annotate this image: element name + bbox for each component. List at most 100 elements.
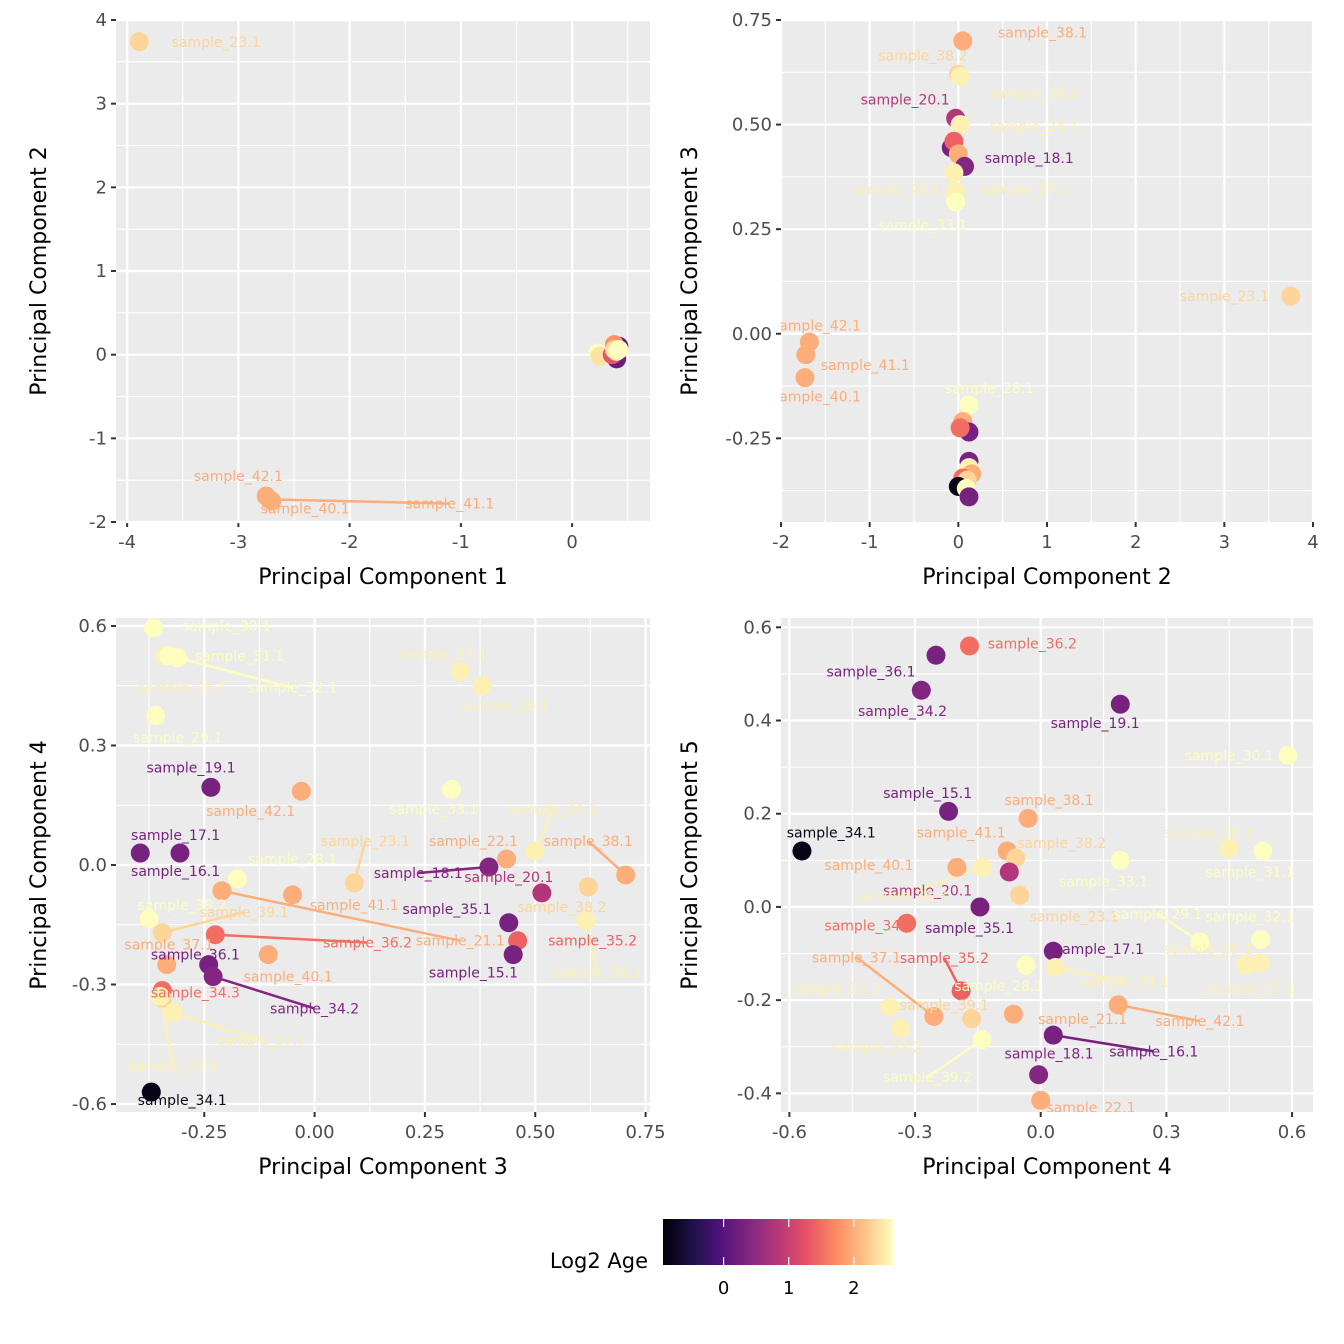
point-label: sample_37.3	[129, 1059, 218, 1075]
point-label: sample_20.1	[883, 884, 972, 900]
data-point	[939, 801, 959, 821]
point-label: sample_28.1	[248, 852, 337, 868]
x-tick-label: -3	[229, 532, 247, 553]
point-label: sample_22.1	[1046, 1100, 1135, 1116]
colorbar-legend: Log2 Age 0 1 2	[550, 1219, 893, 1299]
data-point	[1003, 1004, 1023, 1024]
data-point	[1010, 885, 1030, 905]
data-point	[1029, 1065, 1049, 1085]
point-label: sample_40.1	[772, 390, 861, 406]
point-label: sample_38.3	[553, 966, 642, 982]
label-connector	[902, 866, 983, 897]
y-axis-title: Principal Component 3	[678, 146, 703, 395]
data-point	[150, 986, 170, 1006]
point-label: sample_18.1	[1005, 1047, 1094, 1063]
point-label: sample_34.3	[824, 919, 913, 935]
data-point	[576, 911, 596, 931]
data-point	[1253, 841, 1273, 861]
colorbar-tick-label: 1	[783, 1278, 794, 1299]
x-tick-label: -1	[861, 532, 879, 553]
panel-pc4-pc5: -0.6 -0.3 0.0 0.3 0.6 -0.4 -0.2 0.0 0.2 0.4 0.6 Pri…	[678, 617, 1313, 1180]
data-point	[258, 945, 278, 965]
point-label: sample_42.1	[206, 804, 295, 820]
y-tick-label: 0.50	[732, 115, 772, 136]
data-point	[959, 395, 979, 415]
y-tick-label: 0.00	[732, 324, 772, 345]
y-tick-label: 0.0	[743, 897, 772, 918]
data-point	[1251, 930, 1271, 950]
label-connector	[1055, 966, 1125, 983]
point-label: sample_37.2	[833, 1040, 922, 1056]
y-tick-label: 0.6	[78, 616, 107, 637]
data-point	[999, 862, 1019, 882]
point-label: sample_38.2	[1017, 836, 1106, 852]
point-label: sample_15.1	[429, 966, 518, 982]
point-label: sample_30.1	[1185, 748, 1274, 764]
x-tick-label: 1	[1041, 532, 1052, 553]
point-label: sample_32.1	[248, 681, 337, 697]
data-point	[1043, 941, 1063, 961]
y-tick-label: -0.4	[737, 1083, 772, 1104]
point-label: sample_40.1	[244, 970, 333, 986]
data-point	[1219, 839, 1239, 859]
data-point	[1031, 1090, 1051, 1110]
y-tick-label: 0.75	[732, 10, 772, 31]
data-point	[1251, 953, 1271, 973]
point-label: sample_23.1	[1180, 289, 1269, 305]
point-label: sample_27.1	[398, 647, 487, 663]
point-label: sample_36.2	[988, 637, 1077, 653]
y-tick-label: -2	[89, 512, 107, 533]
data-point	[146, 706, 166, 726]
point-label: sample_34.2	[858, 704, 947, 720]
y-tick-label: 3	[96, 94, 107, 115]
y-tick-label: -1	[89, 428, 107, 449]
data-point	[168, 648, 188, 668]
point-label: sample_36.1	[151, 948, 240, 964]
point-label: sample_15.1	[883, 786, 972, 802]
point-label: sample_36.2	[323, 936, 412, 952]
x-tick-label: 3	[1219, 532, 1230, 553]
data-point	[944, 163, 964, 183]
data-point	[1110, 850, 1130, 870]
panel-pc1-pc2: -4 -3 -2 -1 0 -2 -1 0 1 2 3 4 Principal Component 1 P…	[27, 10, 650, 590]
data-point	[796, 345, 816, 365]
data-point	[947, 857, 967, 877]
point-label: sample_26.1	[852, 182, 941, 198]
data-point	[262, 491, 282, 511]
point-label: sample_19.1	[146, 760, 235, 776]
points-layer: sample_36.2 sample_36.1 sample_34.2 sample_…	[787, 636, 1298, 1116]
data-point	[950, 418, 970, 438]
data-point	[499, 913, 519, 933]
point-label: sample_25.1	[138, 681, 227, 697]
y-tick-label: 1	[96, 261, 107, 282]
point-label: sample_18.1	[374, 866, 463, 882]
data-point	[616, 865, 636, 885]
data-point	[972, 1030, 992, 1050]
point-label: sample_21.1	[1038, 1012, 1127, 1028]
data-point	[525, 841, 545, 861]
point-label: sample_28.1	[945, 381, 1034, 397]
legend-title: Log2 Age	[550, 1249, 648, 1273]
point-label: sample_41.1	[405, 497, 494, 513]
point-label: sample_37.1	[812, 950, 901, 966]
data-point	[962, 1009, 982, 1029]
label-connector	[855, 956, 935, 1018]
label-connector	[926, 1038, 983, 1079]
x-tick-label: -0.6	[772, 1122, 807, 1143]
colorbar-tick-label: 0	[718, 1278, 729, 1299]
point-label: sample_16.1	[131, 864, 220, 880]
point-label: sample_39.1	[900, 998, 989, 1014]
point-label: sample_22.1	[429, 834, 518, 850]
point-label: sample_31.1	[195, 649, 284, 665]
y-tick-label: 0.0	[78, 855, 107, 876]
data-point	[1278, 745, 1298, 765]
data-point	[924, 1006, 944, 1026]
point-label: sample_24.1	[508, 802, 597, 818]
x-axis-title: Principal Component 1	[258, 565, 507, 590]
point-label: sample_26.1	[460, 699, 549, 715]
data-point	[283, 885, 303, 905]
point-label: sample_25.1	[1164, 942, 1253, 958]
point-label: sample_41.1	[821, 358, 910, 374]
x-tick-label: -0.3	[897, 1122, 932, 1143]
data-point	[532, 883, 552, 903]
